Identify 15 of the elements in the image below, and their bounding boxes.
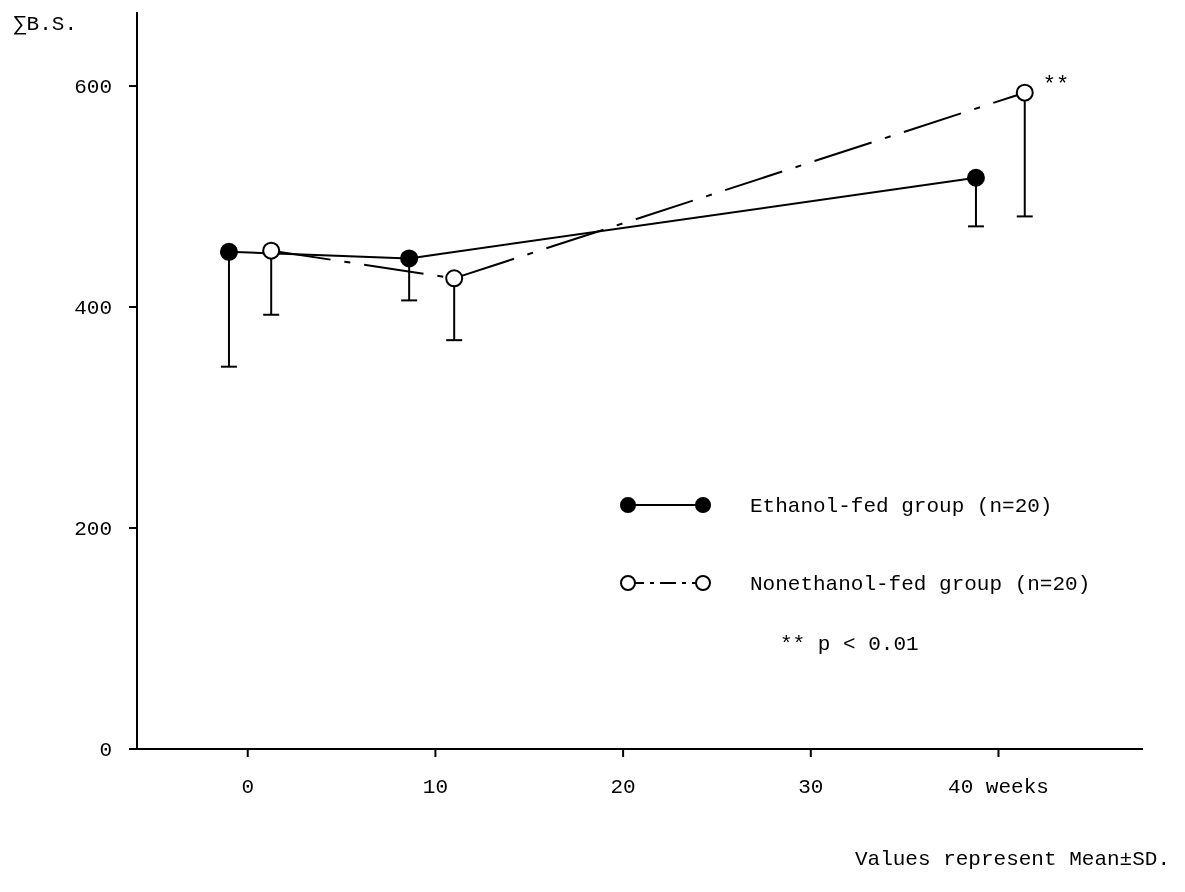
x-tick-label: 40 weeks [948,776,1049,799]
x-tick-label: 30 [798,776,824,799]
annotation: ** p < 0.01 [780,633,919,656]
x-tick-label: 10 [422,776,449,799]
x-tick-label: 0 [241,776,255,799]
y-axis-title: ∑B.S. [14,13,78,36]
y-tick-label: 200 [74,518,112,542]
x-tick-label: 20 [610,776,636,799]
legend-label: Nonethanol-fed group (n=20) [750,573,1091,596]
text: Values represent Mean±SD. [854,848,1170,871]
y-tick-label: 0 [99,739,112,762]
y-tick-label: 600 [74,76,112,100]
legend-label: Ethanol-fed group (n=20) [750,495,1053,518]
y-tick-label: 400 [74,297,112,321]
annotation: ** [1042,72,1070,98]
